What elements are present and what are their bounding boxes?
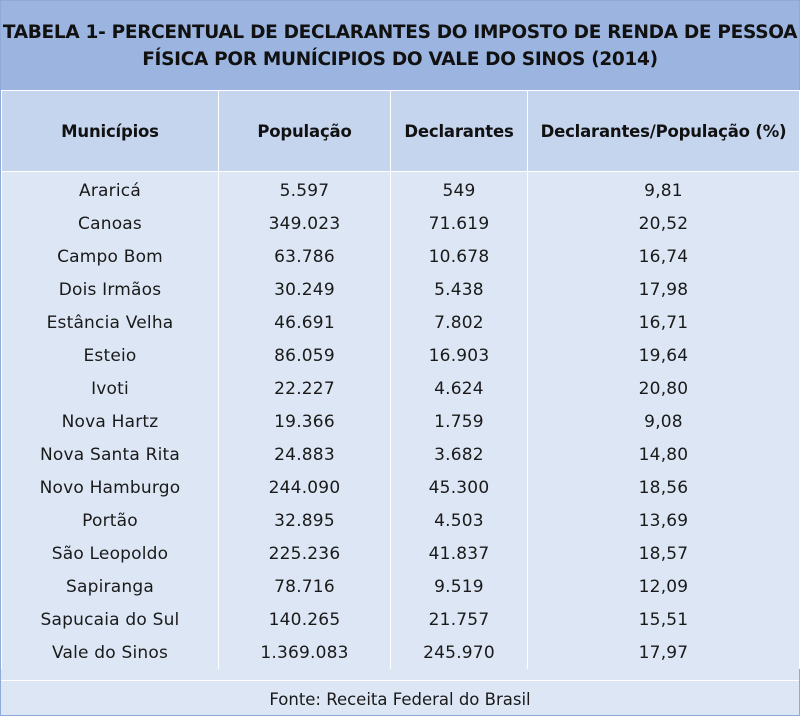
municipio-cell: Esteio bbox=[1, 339, 219, 372]
declarantes-cell: 7.802 bbox=[390, 306, 528, 339]
ratio-cell: 17,98 bbox=[527, 273, 800, 306]
municipio-cell: Canoas bbox=[1, 207, 219, 240]
ratio-cell: 20,52 bbox=[527, 207, 800, 240]
municipio-cell: Novo Hamburgo bbox=[1, 471, 219, 504]
populacao-cell: 349.023 bbox=[218, 207, 391, 240]
ratio-cell: 12,09 bbox=[527, 570, 800, 603]
table-row: Estância Velha 46.691 7.802 16,71 bbox=[1, 306, 800, 339]
ratio-cell: 20,80 bbox=[527, 372, 800, 405]
table-title-line-1: TABELA 1- PERCENTUAL DE DECLARANTES DO I… bbox=[2, 21, 798, 43]
ratio-cell: 9,08 bbox=[527, 405, 800, 438]
ratio-cell: 19,64 bbox=[527, 339, 800, 372]
populacao-cell: 86.059 bbox=[218, 339, 391, 372]
ratio-cell: 13,69 bbox=[527, 504, 800, 537]
declarantes-cell: 4.624 bbox=[390, 372, 528, 405]
table-row: Araricá 5.597 549 9,81 bbox=[1, 171, 800, 207]
table-row: Nova Hartz 19.366 1.759 9,08 bbox=[1, 405, 800, 438]
declarantes-cell: 10.678 bbox=[390, 240, 528, 273]
table-row: Nova Santa Rita 24.883 3.682 14,80 bbox=[1, 438, 800, 471]
municipio-cell: Vale do Sinos bbox=[1, 636, 219, 669]
declarantes-cell: 4.503 bbox=[390, 504, 528, 537]
declarantes-cell: 45.300 bbox=[390, 471, 528, 504]
declarantes-cell: 41.837 bbox=[390, 537, 528, 570]
table-body: Araricá 5.597 549 9,81 Canoas 349.023 71.619 20… bbox=[1, 171, 800, 669]
ratio-cell: 18,56 bbox=[527, 471, 800, 504]
table-row: Ivoti 22.227 4.624 20,80 bbox=[1, 372, 800, 405]
ratio-cell: 17,97 bbox=[527, 636, 800, 669]
table-title-line-2: FÍSICA POR MUNÍCIPIOS DO VALE DO SINOS (… bbox=[142, 48, 658, 70]
populacao-cell: 225.236 bbox=[218, 537, 391, 570]
source-note: Fonte: Receita Federal do Brasil bbox=[1, 680, 799, 717]
declarantes-cell: 3.682 bbox=[390, 438, 528, 471]
municipio-cell: São Leopoldo bbox=[1, 537, 219, 570]
table-row: Esteio 86.059 16.903 19,64 bbox=[1, 339, 800, 372]
populacao-cell: 22.227 bbox=[218, 372, 391, 405]
populacao-cell: 78.716 bbox=[218, 570, 391, 603]
ratio-cell: 16,71 bbox=[527, 306, 800, 339]
municipio-cell: Sapucaia do Sul bbox=[1, 603, 219, 636]
ratio-cell: 9,81 bbox=[527, 171, 800, 207]
municipio-cell: Ivoti bbox=[1, 372, 219, 405]
declarantes-cell: 245.970 bbox=[390, 636, 528, 669]
populacao-cell: 5.597 bbox=[218, 171, 391, 207]
data-table: Municípios População Declarantes Declara… bbox=[1, 90, 800, 669]
table-row: Portão 32.895 4.503 13,69 bbox=[1, 504, 800, 537]
table-row: Canoas 349.023 71.619 20,52 bbox=[1, 207, 800, 240]
municipio-cell: Sapiranga bbox=[1, 570, 219, 603]
declarantes-cell: 21.757 bbox=[390, 603, 528, 636]
populacao-cell: 19.366 bbox=[218, 405, 391, 438]
table-row: Sapucaia do Sul 140.265 21.757 15,51 bbox=[1, 603, 800, 636]
municipio-cell: Campo Bom bbox=[1, 240, 219, 273]
table-row: Dois Irmãos 30.249 5.438 17,98 bbox=[1, 273, 800, 306]
column-header-declarantes: Declarantes bbox=[390, 90, 528, 172]
populacao-cell: 1.369.083 bbox=[218, 636, 391, 669]
populacao-cell: 46.691 bbox=[218, 306, 391, 339]
declarantes-cell: 71.619 bbox=[390, 207, 528, 240]
populacao-cell: 244.090 bbox=[218, 471, 391, 504]
populacao-cell: 63.786 bbox=[218, 240, 391, 273]
column-header-municipios: Municípios bbox=[1, 90, 219, 172]
municipio-cell: Araricá bbox=[1, 171, 219, 207]
municipio-cell: Dois Irmãos bbox=[1, 273, 219, 306]
ratio-cell: 18,57 bbox=[527, 537, 800, 570]
declarantes-cell: 549 bbox=[390, 171, 528, 207]
ratio-cell: 16,74 bbox=[527, 240, 800, 273]
table-row: Novo Hamburgo 244.090 45.300 18,56 bbox=[1, 471, 800, 504]
municipio-cell: Nova Hartz bbox=[1, 405, 219, 438]
column-header-populacao: População bbox=[218, 90, 391, 172]
table-row: São Leopoldo 225.236 41.837 18,57 bbox=[1, 537, 800, 570]
declarantes-cell: 16.903 bbox=[390, 339, 528, 372]
table-title: TABELA 1- PERCENTUAL DE DECLARANTES DO I… bbox=[1, 1, 799, 90]
table-row: Sapiranga 78.716 9.519 12,09 bbox=[1, 570, 800, 603]
ratio-cell: 15,51 bbox=[527, 603, 800, 636]
populacao-cell: 140.265 bbox=[218, 603, 391, 636]
populacao-cell: 32.895 bbox=[218, 504, 391, 537]
table-row: Campo Bom 63.786 10.678 16,74 bbox=[1, 240, 800, 273]
populacao-cell: 30.249 bbox=[218, 273, 391, 306]
column-header-ratio: Declarantes/População (%) bbox=[527, 90, 800, 172]
municipio-cell: Nova Santa Rita bbox=[1, 438, 219, 471]
ratio-cell: 14,80 bbox=[527, 438, 800, 471]
municipio-cell: Estância Velha bbox=[1, 306, 219, 339]
populacao-cell: 24.883 bbox=[218, 438, 391, 471]
table-row: Vale do Sinos 1.369.083 245.970 17,97 bbox=[1, 636, 800, 669]
municipio-cell: Portão bbox=[1, 504, 219, 537]
declarantes-cell: 9.519 bbox=[390, 570, 528, 603]
declarantes-cell: 5.438 bbox=[390, 273, 528, 306]
header-row: Municípios População Declarantes Declara… bbox=[1, 90, 800, 172]
declarantes-cell: 1.759 bbox=[390, 405, 528, 438]
